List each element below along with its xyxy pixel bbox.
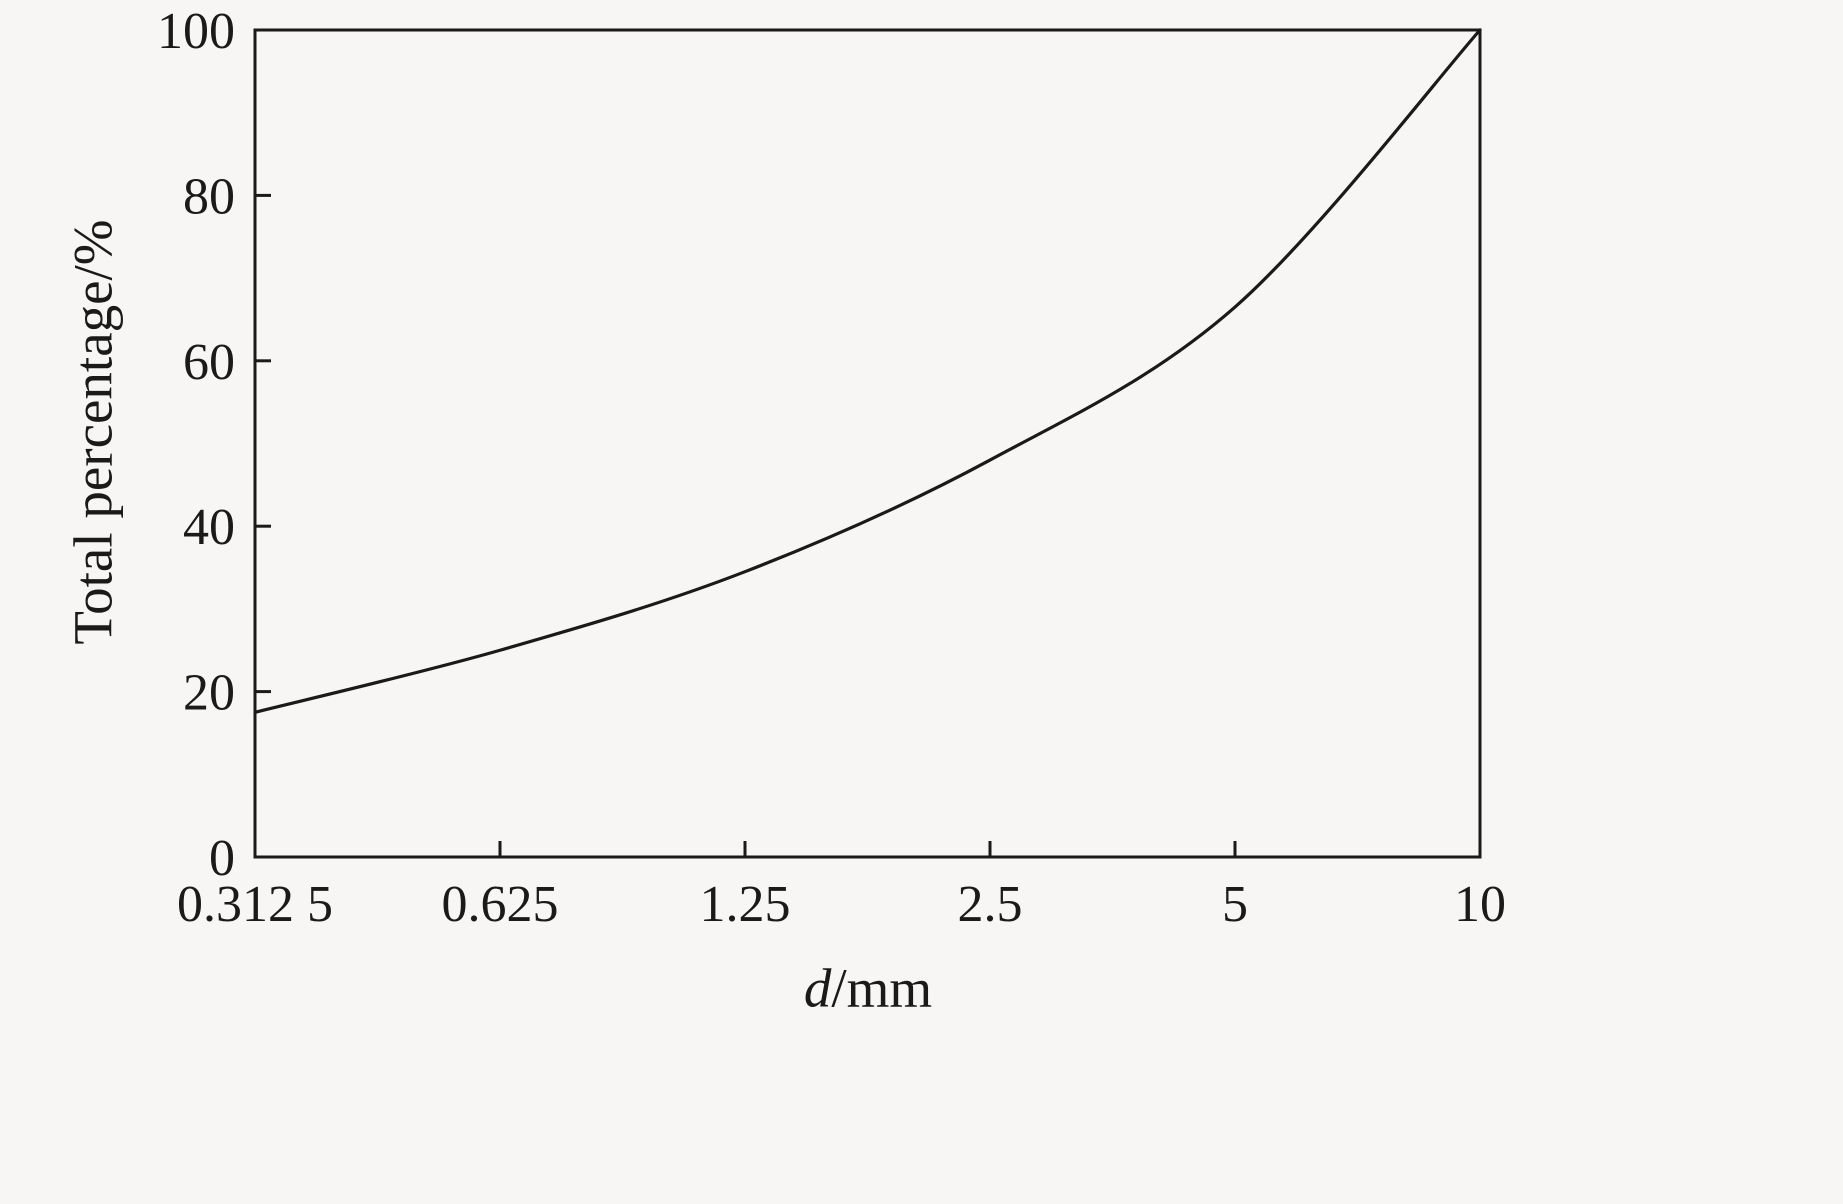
x-axis-label: d/mm xyxy=(804,957,932,1020)
x-tick-label: 0.312 5 xyxy=(177,876,333,933)
data-curve xyxy=(253,28,1482,714)
y-tick-label: 40 xyxy=(183,499,235,556)
x-tick-label: 5 xyxy=(1222,876,1248,933)
y-tick-label: 80 xyxy=(183,168,235,225)
plot-border xyxy=(253,28,1482,859)
x-tick-label: 2.5 xyxy=(958,876,1023,933)
y-tick-label: 0 xyxy=(209,830,235,887)
x-tick-label: 0.625 xyxy=(442,876,559,933)
y-axis-label: Total percentage/% xyxy=(62,219,124,645)
x-tick-label: 1.25 xyxy=(700,876,791,933)
y-tick-label: 20 xyxy=(183,665,235,722)
x-axis-label-variable: d xyxy=(803,957,832,1019)
x-tick-label: 10 xyxy=(1454,876,1506,933)
y-tick-label: 60 xyxy=(183,334,235,391)
y-tick-label: 100 xyxy=(157,3,235,60)
x-axis-label-unit: /mm xyxy=(831,957,933,1019)
